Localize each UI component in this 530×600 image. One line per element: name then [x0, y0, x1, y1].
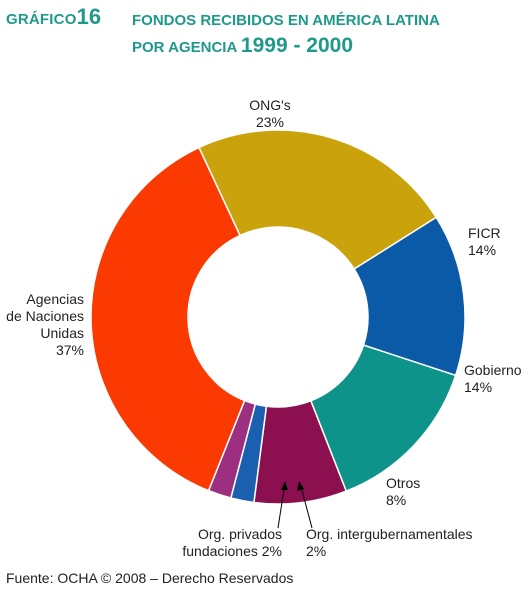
chart-title: FONDOS RECIBIDOS EN AMÉRICA LATINA POR A…: [132, 8, 530, 60]
label-intergub-name: Org. intergubernamentales: [306, 526, 473, 542]
intergub-leader-arrow: [297, 481, 304, 491]
label-otros-pct: 8%: [386, 492, 406, 508]
privados-leader-arrow: [281, 481, 288, 490]
privados-leader-line: [277, 482, 286, 529]
slice-ong-s: [197, 129, 438, 271]
label-gobierno-name: Gobierno: [464, 362, 522, 378]
title-line-2: POR AGENCIA 1999 - 2000: [132, 34, 354, 57]
figure-number: 16: [76, 4, 102, 29]
label-ongs-name: ONG's: [249, 97, 291, 113]
label-onu-line2: de Naciones: [6, 308, 84, 324]
label-privados-line1: Org. privados: [198, 526, 282, 542]
figure-label: GRÁFICO: [6, 11, 77, 28]
slice-agencias-de-naciones-unidas: [90, 146, 246, 492]
label-ficr-pct: 14%: [468, 242, 496, 258]
donut-slices: [90, 129, 466, 505]
label-ficr-name: FICR: [468, 225, 501, 241]
intergub-leader-line: [299, 482, 313, 529]
source-note: Fuente: OCHA © 2008 – Derecho Reservados: [6, 570, 294, 586]
label-onu-line3: Unidas: [40, 325, 84, 341]
label-intergub-pct: 2%: [306, 543, 326, 559]
label-privados-line2: fundaciones 2%: [182, 543, 282, 559]
title-line-1: FONDOS RECIBIDOS EN AMÉRICA LATINA: [132, 12, 440, 29]
label-gobierno-pct: 14%: [464, 379, 492, 395]
label-onu-pct: 37%: [56, 342, 84, 358]
label-otros-name: Otros: [386, 475, 420, 491]
chart-header: GRÁFICO16 FONDOS RECIBIDOS EN AMÉRICA LA…: [6, 4, 440, 57]
label-ongs-pct: 23%: [256, 114, 284, 130]
title-years: 1999 - 2000: [240, 34, 354, 57]
label-onu-line1: Agencias: [26, 291, 84, 307]
